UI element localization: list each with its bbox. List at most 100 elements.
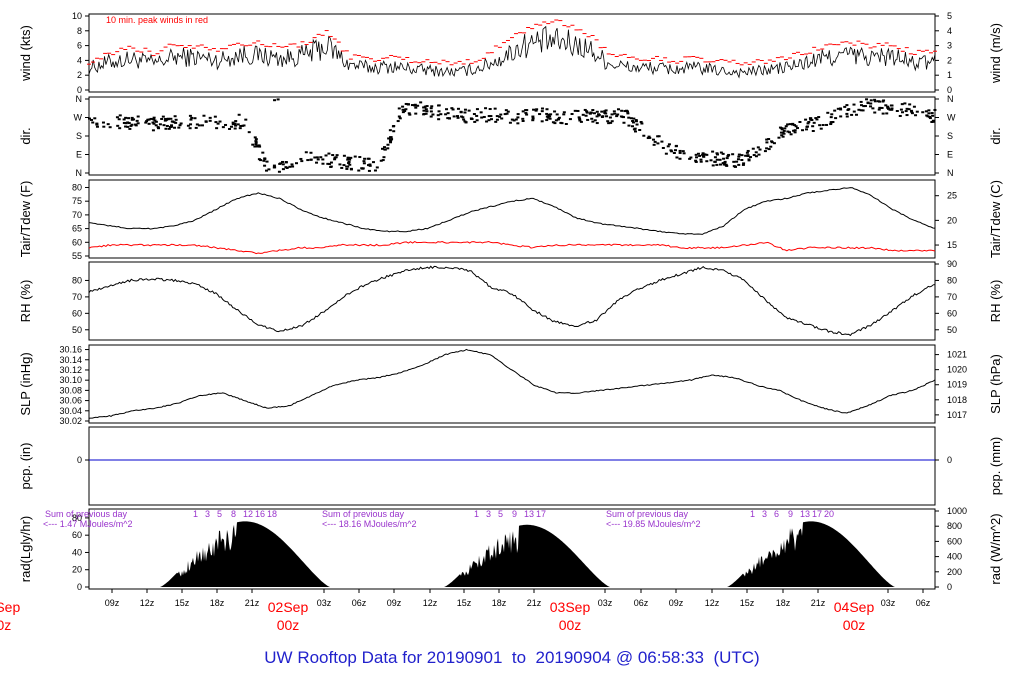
wind-dir-point (516, 116, 520, 119)
wind-dir-point (277, 170, 281, 173)
wind-dir-point (834, 117, 838, 120)
wind-dir-point (124, 125, 128, 128)
wind-dir-point (254, 143, 258, 146)
wind-dir-point (353, 155, 357, 158)
wind-dir-point (562, 113, 566, 116)
wind-dir-point (888, 108, 892, 111)
rad-hour-label: 9 (788, 509, 793, 519)
wind-dir-point (593, 119, 597, 122)
wind-dir-point (928, 117, 932, 120)
wind-dir-point (584, 114, 588, 117)
rad-note: Sum of previous day (606, 509, 689, 519)
wind-dir-point (928, 115, 932, 118)
wind-dir-point (263, 157, 267, 160)
wind-dir-point (525, 113, 529, 116)
wind-dir-point (389, 141, 393, 144)
day-hour-label: 00z (843, 617, 866, 633)
y-axis-label-right: Tair/Tdew (C) (988, 180, 1003, 258)
radiation-area (160, 521, 330, 587)
y-right-tick-label: 1 (947, 70, 952, 80)
wind-dir-point (657, 135, 661, 138)
wind-dir-point (532, 108, 536, 111)
wind-dir-point (648, 136, 652, 139)
wind-dir-point (540, 110, 544, 113)
wind-dir-point (843, 105, 847, 108)
wind-dir-point (130, 116, 134, 119)
wind-dir-point (610, 120, 614, 123)
wind-dir-point (521, 110, 525, 113)
wind-dir-point (585, 111, 589, 114)
wind-dir-point (610, 113, 614, 116)
wind-dir-point (93, 117, 97, 120)
wind-dir-point (408, 113, 412, 116)
wind-dir-point (367, 157, 371, 160)
wind-dir-point (616, 113, 620, 116)
rad-hour-label: 17 (536, 509, 546, 519)
wind-dir-point (397, 115, 401, 118)
wind-dir-point (95, 125, 99, 128)
wind-dir-point (238, 127, 242, 130)
wind-dir-point (757, 153, 761, 156)
wind-dir-point (725, 164, 729, 167)
rad-hour-label: 13 (800, 509, 810, 519)
wind-dir-point (705, 153, 709, 156)
wind-dir-point (218, 120, 222, 123)
wind-dir-point (407, 112, 411, 115)
wind-dir-point (124, 116, 128, 119)
rad-energy: <--- 1.47 MJoules/m^2 (43, 519, 133, 529)
wind-dir-point (557, 118, 561, 121)
wind-dir-point (792, 129, 796, 132)
wind-dir-point (620, 109, 624, 112)
wind-dir-point (678, 157, 682, 160)
y-right-tick-label: 1000 (947, 506, 967, 516)
rad-hour-label: 6 (774, 509, 779, 519)
wind-dir-point (127, 122, 131, 125)
wind-dir-point (889, 104, 893, 107)
wind-dir-point (740, 154, 744, 157)
rad-hour-label: 16 (255, 509, 265, 519)
wind-dir-point (499, 113, 503, 116)
wind-dir-point (632, 117, 636, 120)
wind-dir-point (128, 127, 132, 130)
wind-dir-point (363, 157, 367, 160)
wind-dir-point (151, 129, 155, 132)
wind-dir-point (258, 145, 262, 148)
wind-dir-point (608, 116, 612, 119)
wind-dir-point (890, 107, 894, 110)
wind-dir-point (475, 108, 479, 111)
wind-dir-point (164, 117, 168, 120)
wind-dir-point (752, 154, 756, 157)
wind-dir-point (388, 129, 392, 132)
wind-dir-point (342, 154, 346, 157)
wind-dir-point (819, 127, 823, 130)
wind-dir-point (153, 119, 157, 122)
wind-dir-point (546, 116, 550, 119)
wind-dir-point (463, 120, 467, 123)
wind-dir-point (136, 115, 140, 118)
wind-dir-point (900, 111, 904, 114)
x-tick-label: 12z (705, 598, 720, 608)
wind-dir-point (769, 145, 773, 148)
wind-dir-point (414, 106, 418, 109)
wind-dir-point (777, 136, 781, 139)
slp-line (88, 348, 936, 419)
wind-dir-point (873, 111, 877, 114)
panel-frame (88, 426, 936, 506)
wind-dir-point (859, 109, 863, 112)
rad-hour-label: 9 (512, 509, 517, 519)
wind-dir-point (284, 161, 288, 164)
wind-dir-point (640, 122, 644, 125)
wind-dir-point (495, 118, 499, 121)
y-tick-label: 60 (72, 237, 82, 247)
wind-dir-point (801, 129, 805, 132)
wind-dir-point (534, 109, 538, 112)
x-tick-label: 06z (916, 598, 931, 608)
y-right-tick-label: 600 (947, 536, 962, 546)
wind-dir-point (535, 108, 539, 111)
wind-dir-point (798, 121, 802, 124)
wind-dir-point (615, 115, 619, 118)
wind-dir-point (852, 110, 856, 113)
rad-hour-label: 1 (750, 509, 755, 519)
wind-dir-point (208, 116, 212, 119)
rad-hour-label: 18 (267, 509, 277, 519)
